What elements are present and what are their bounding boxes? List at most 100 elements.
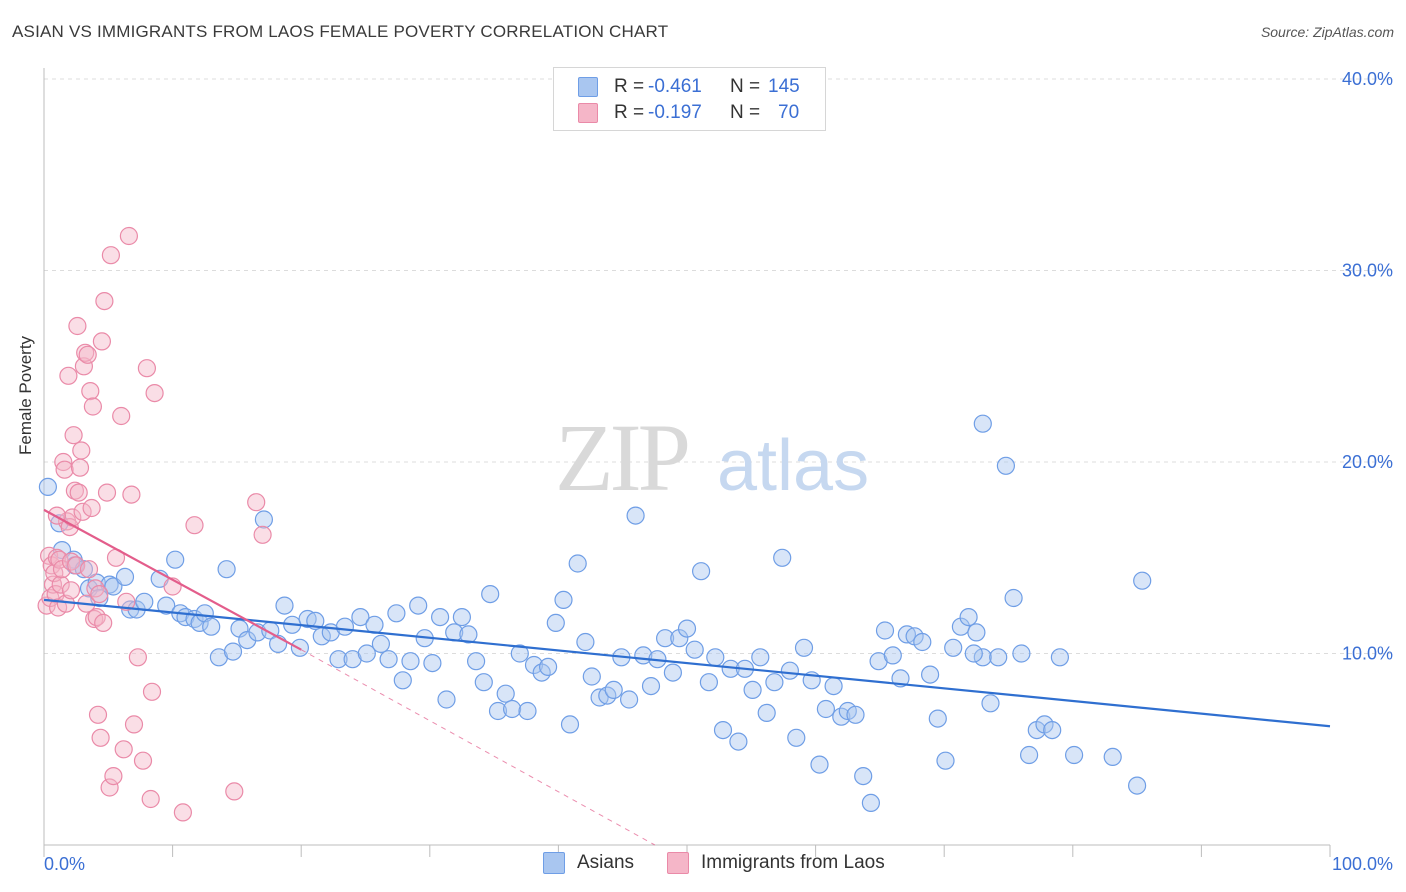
point-asians: [357, 644, 376, 663]
legend-r-label: R =: [614, 102, 645, 123]
point-laos: [74, 357, 94, 376]
point-laos: [61, 581, 81, 600]
point-asians: [401, 652, 420, 671]
watermark-zip: ZIP: [555, 404, 688, 511]
legend-r-value: -0.197: [648, 102, 702, 123]
point-asians: [568, 554, 587, 573]
point-laos: [124, 715, 144, 734]
point-asians: [371, 634, 390, 654]
legend-item-asians[interactable]: Asians: [543, 852, 634, 874]
legend-label-laos: Immigrants from Laos: [701, 852, 885, 873]
point-laos: [55, 460, 74, 479]
point-laos: [64, 426, 83, 445]
trend-line-laos: [43, 508, 302, 651]
point-asians: [387, 604, 406, 623]
y-axis-label: Female Poverty: [16, 335, 35, 455]
point-asians: [115, 567, 135, 587]
point-asians: [488, 701, 508, 721]
point-asians: [1004, 588, 1023, 608]
point-laos: [72, 441, 91, 460]
legend-item-laos[interactable]: Immigrants from Laos: [667, 852, 885, 874]
point-laos: [114, 740, 133, 759]
point-laos: [142, 682, 162, 701]
point-asians: [964, 644, 983, 663]
point-asians: [1133, 571, 1152, 590]
y-tick-label: 10.0%: [1342, 644, 1393, 664]
point-asians: [452, 607, 471, 627]
legend-r-label: R =: [614, 76, 645, 97]
point-asians: [1064, 745, 1084, 765]
x-tick-label: 0.0%: [44, 854, 85, 874]
point-asians: [217, 560, 236, 579]
y-tick-label: 30.0%: [1342, 261, 1393, 281]
point-laos: [51, 575, 70, 594]
point-laos: [101, 246, 121, 265]
point-laos: [47, 548, 67, 567]
legend-swatch-blue: [543, 852, 565, 874]
point-laos: [247, 493, 266, 512]
point-laos: [73, 502, 92, 521]
legend-n-label: N =: [730, 76, 761, 97]
point-asians: [967, 623, 986, 642]
trend-line-asians: [43, 598, 1331, 728]
watermark-atlas: atlas: [717, 426, 869, 506]
point-asians: [524, 655, 544, 675]
point-laos: [133, 751, 153, 770]
point-asians: [351, 607, 370, 627]
point-asians: [883, 646, 902, 665]
point-asians: [254, 510, 273, 529]
point-asians: [713, 720, 733, 740]
point-asians: [854, 766, 873, 786]
legend-row-asians: R = -0.461 N = 145: [578, 75, 800, 99]
point-asians: [459, 625, 478, 644]
point-laos: [119, 226, 138, 246]
point-asians: [685, 640, 704, 659]
chart-title: ASIAN VS IMMIGRANTS FROM LAOS FEMALE POV…: [12, 22, 669, 41]
stats-legend: R = -0.461 N = 145 R = -0.197 N = 70: [553, 67, 826, 131]
point-laos: [54, 452, 73, 472]
watermark: ZIP atlas: [555, 404, 869, 511]
point-asians: [554, 590, 573, 610]
point-asians: [329, 650, 348, 669]
point-laos: [92, 332, 112, 351]
legend-n-value: 70: [778, 102, 800, 123]
point-asians: [706, 648, 725, 667]
point-asians: [765, 673, 784, 692]
point-laos: [112, 406, 131, 426]
point-asians: [1103, 747, 1122, 767]
point-asians: [1019, 745, 1039, 765]
point-laos: [225, 782, 244, 801]
point-laos: [81, 382, 100, 401]
point-asians: [699, 673, 719, 692]
point-laos: [90, 584, 109, 604]
point-asians: [816, 699, 836, 719]
point-laos: [173, 803, 192, 822]
point-asians: [641, 676, 661, 696]
legend-row-laos: R = -0.197 N = 70: [578, 101, 799, 125]
point-asians: [423, 653, 442, 673]
point-asians: [604, 680, 623, 700]
point-asians: [38, 477, 58, 496]
point-asians: [989, 648, 1008, 667]
point-asians: [619, 690, 639, 709]
point-laos: [69, 483, 88, 502]
tick-labels: 10.0% 20.0% 30.0% 40.0% 0.0% 100.0%: [44, 69, 1393, 874]
point-asians: [481, 584, 500, 604]
point-laos: [100, 778, 119, 797]
point-laos: [70, 458, 90, 477]
point-asians: [223, 642, 243, 661]
point-asians: [496, 684, 515, 703]
trend-line-laos-extension: [300, 649, 656, 846]
point-asians: [944, 638, 963, 657]
point-asians: [560, 715, 580, 734]
point-asians: [824, 676, 843, 696]
point-laos: [117, 592, 136, 611]
point-asians: [936, 751, 955, 770]
point-asians: [810, 755, 829, 774]
y-tick-label: 40.0%: [1342, 69, 1393, 89]
point-asians: [973, 414, 992, 433]
axes: [43, 68, 1331, 857]
point-asians: [626, 506, 645, 525]
point-asians: [502, 699, 522, 719]
point-laos: [145, 384, 164, 403]
